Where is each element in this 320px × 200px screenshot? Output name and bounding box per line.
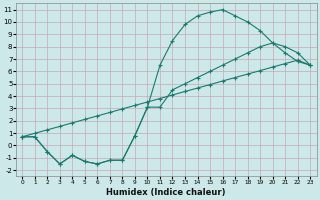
X-axis label: Humidex (Indice chaleur): Humidex (Indice chaleur)	[107, 188, 226, 197]
